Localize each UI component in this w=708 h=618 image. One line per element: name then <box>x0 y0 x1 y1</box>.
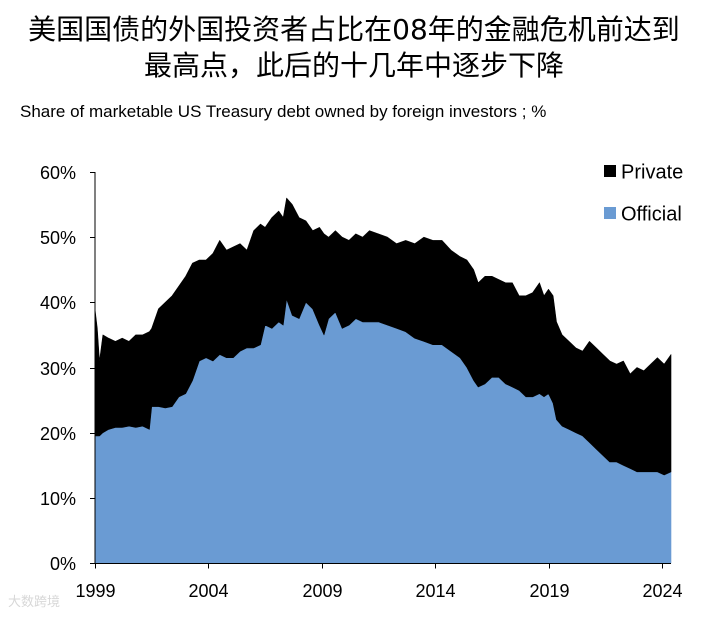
y-tick-label-60: 60% <box>40 163 76 183</box>
legend-label-official: Official <box>621 204 682 226</box>
legend-swatch-private <box>604 165 616 177</box>
y-tick-label-10: 10% <box>40 489 76 509</box>
legend-item-private: Private <box>604 162 683 184</box>
legend-swatch-official <box>604 207 616 219</box>
y-tick-label-50: 50% <box>40 228 76 248</box>
private-area <box>94 197 672 476</box>
chart-title-line-2: 最高点，此后的十几年中逐步下降 <box>143 49 564 82</box>
y-tick-label-30: 30% <box>40 359 76 379</box>
chart-subtitle: Share of marketable US Treasury debt own… <box>20 102 547 121</box>
y-tick-label-40: 40% <box>40 293 76 313</box>
y-tick-label-0: 0% <box>50 554 76 574</box>
x-tick-label-2014: 2014 <box>415 581 455 601</box>
x-tick-label-1999: 1999 <box>75 581 115 601</box>
watermark: 大数跨境 <box>8 595 61 610</box>
x-tick-label-2009: 2009 <box>302 581 342 601</box>
y-axis-ticks: 0% 10% 20% 30% 40% 50% 60% <box>40 163 95 574</box>
chart-areas <box>94 197 672 564</box>
legend-item-official: Official <box>604 204 682 226</box>
x-tick-label-2004: 2004 <box>188 581 228 601</box>
chart-title-line-1: 美国国债的外国投资者占比在08年的金融危机前达到 <box>28 13 680 46</box>
x-tick-label-2019: 2019 <box>529 581 569 601</box>
x-tick-label-2024: 2024 <box>642 581 682 601</box>
chart-legend: Private Official <box>604 162 683 226</box>
legend-label-private: Private <box>621 162 683 184</box>
x-axis-ticks: 1999 2004 2009 2014 2019 2024 <box>75 563 683 601</box>
y-tick-label-20: 20% <box>40 424 76 444</box>
